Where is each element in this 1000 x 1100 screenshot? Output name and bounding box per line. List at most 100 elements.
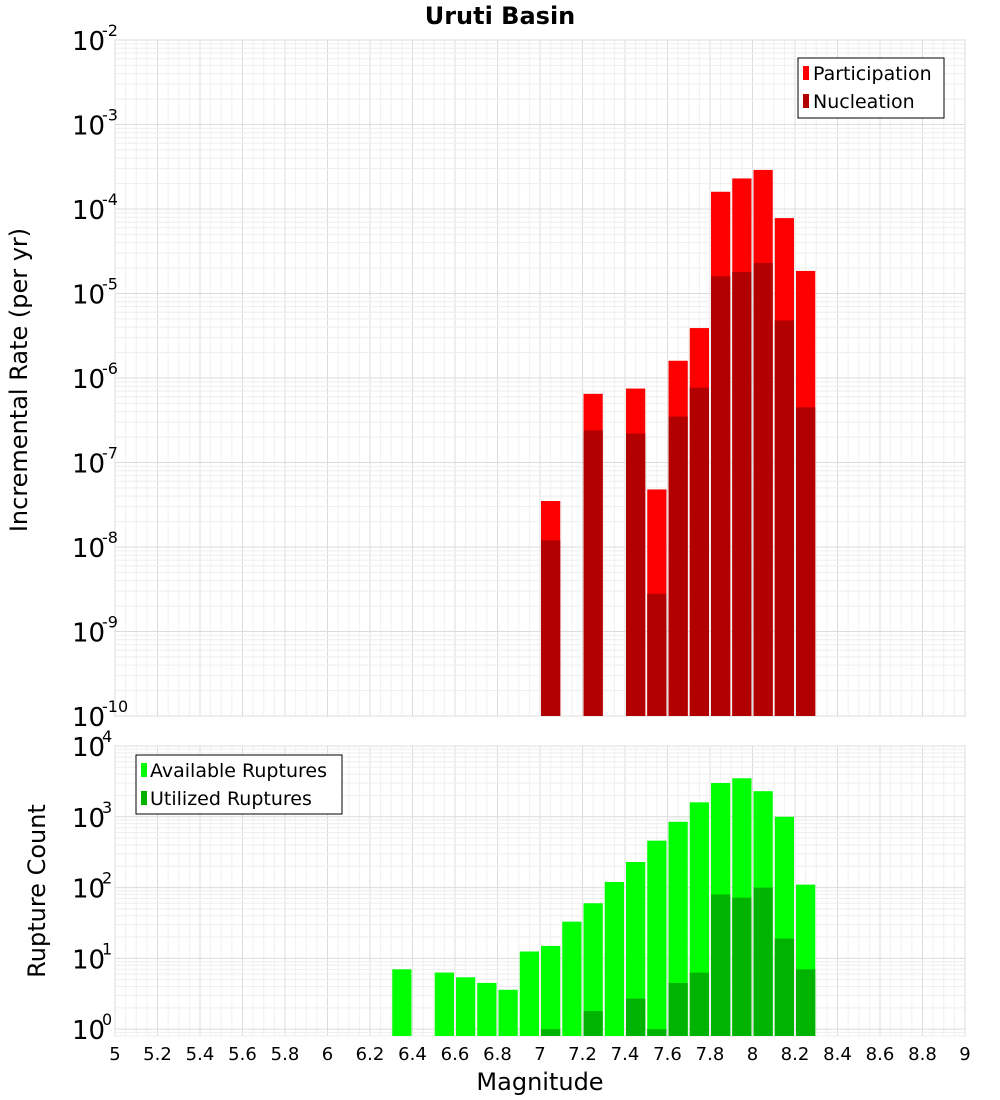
x-tick-label: 5.8 <box>271 1044 300 1065</box>
bottom-y-tick-label: 104 <box>72 727 112 763</box>
x-tick-label: 8.4 <box>823 1044 852 1065</box>
top-y-tick-label: 10-4 <box>72 190 118 226</box>
x-tick-label: 5.2 <box>143 1044 172 1065</box>
x-tick-label: 7.6 <box>653 1044 682 1065</box>
legend-utilized-swatch <box>141 791 147 805</box>
top-bar-series2 <box>774 320 794 716</box>
top-bars <box>541 169 816 717</box>
legend-nucleation-label: Nucleation <box>813 91 915 113</box>
x-tick-label: 8.6 <box>866 1044 895 1065</box>
x-axis-title: Magnitude <box>476 1068 603 1096</box>
top-y-tick-label: 10-2 <box>72 21 118 57</box>
top-y-tick-label: 10-5 <box>72 275 118 311</box>
bottom-bar-series2 <box>732 897 752 1036</box>
bottom-bar-series2 <box>796 969 816 1036</box>
top-bar-series2 <box>541 540 561 716</box>
bottom-bars <box>392 778 816 1036</box>
y-tick-exponent: -3 <box>102 106 118 125</box>
x-tick-label: 7.4 <box>611 1044 640 1065</box>
bottom-bar-series2 <box>689 972 709 1036</box>
bottom-y-tick-label: 100 <box>72 1010 112 1046</box>
bottom-y-axis-title: Rupture Count <box>23 804 51 978</box>
legend-participation-swatch <box>803 66 809 80</box>
bottom-bar-series2 <box>583 1011 603 1036</box>
y-tick-exponent: -7 <box>102 444 118 463</box>
y-tick-base: 10 <box>72 619 105 649</box>
x-tick-label: 8.8 <box>908 1044 937 1065</box>
y-tick-base: 10 <box>72 804 105 834</box>
top-bar-series2 <box>626 433 646 716</box>
y-tick-base: 10 <box>72 450 105 480</box>
top-legend: Participation Nucleation <box>797 57 945 119</box>
x-tick-label: 6.6 <box>441 1044 470 1065</box>
y-tick-exponent: 2 <box>102 869 112 888</box>
bottom-bar-series2 <box>711 894 731 1036</box>
y-tick-base: 10 <box>72 112 105 142</box>
bottom-bar-series2 <box>626 998 646 1036</box>
chart-title: Uruti Basin <box>425 2 576 30</box>
bottom-bar-series1 <box>583 903 603 1036</box>
y-tick-exponent: -4 <box>102 190 118 209</box>
bottom-bar-series2 <box>668 982 688 1036</box>
bottom-bar-series2 <box>647 1029 667 1036</box>
legend-available-swatch <box>141 763 147 777</box>
top-bar-series2 <box>689 387 709 716</box>
top-y-tick-label: 10-7 <box>72 444 118 480</box>
bottom-bar-series1 <box>668 821 688 1036</box>
top-bar-series2 <box>647 593 667 716</box>
x-tick-label: 7.8 <box>696 1044 725 1065</box>
x-tick-label: 5 <box>109 1044 120 1065</box>
x-tick-label: 7 <box>534 1044 545 1065</box>
y-tick-exponent: 3 <box>102 798 112 817</box>
bottom-legend-box <box>135 754 343 815</box>
bottom-bar-series1 <box>498 989 518 1036</box>
bottom-bar-series1 <box>477 982 497 1036</box>
x-tick-label: 8 <box>747 1044 758 1065</box>
y-tick-exponent: 1 <box>102 939 112 958</box>
x-ticks: 5 5.2 5.4 5.6 5.8 6 6.2 6.4 6.6 6.8 7 7.2 7.4 7.6 7.8 8… <box>109 1044 970 1065</box>
bottom-bar-series1 <box>392 969 412 1036</box>
top-bar-series2 <box>732 271 752 716</box>
bottom-bar-series1 <box>604 881 624 1036</box>
bottom-bar-series1 <box>647 840 667 1036</box>
x-tick-label: 5.4 <box>186 1044 215 1065</box>
top-y-tick-label: 10-9 <box>72 613 118 649</box>
bottom-bar-series1 <box>626 861 646 1036</box>
bottom-bar-series1 <box>456 977 476 1036</box>
legend-available-label: Available Ruptures <box>150 760 327 782</box>
top-y-tick-label: 10-10 <box>72 697 128 733</box>
x-tick-label: 5.6 <box>228 1044 257 1065</box>
y-tick-exponent: 0 <box>102 1010 112 1029</box>
x-tick-label: 9 <box>959 1044 970 1065</box>
y-tick-base: 10 <box>72 875 105 905</box>
y-tick-base: 10 <box>72 733 105 763</box>
bottom-y-tick-label: 101 <box>72 939 112 975</box>
x-tick-label: 6.8 <box>483 1044 512 1065</box>
x-tick-label: 6.2 <box>356 1044 385 1065</box>
top-bar-series2 <box>711 276 731 716</box>
y-tick-exponent: -5 <box>102 275 118 294</box>
bottom-bar-series2 <box>753 887 773 1036</box>
bottom-bar-series1 <box>434 972 454 1036</box>
y-tick-base: 10 <box>72 281 105 311</box>
y-tick-base: 10 <box>72 1016 105 1046</box>
y-tick-base: 10 <box>72 534 105 564</box>
y-tick-exponent: -9 <box>102 613 118 632</box>
top-y-tick-label: 10-3 <box>72 106 118 142</box>
y-tick-exponent: -2 <box>102 21 118 40</box>
y-tick-exponent: -6 <box>102 359 118 378</box>
top-y-tick-label: 10-8 <box>72 528 118 564</box>
top-y-axis-title: Incremental Rate (per yr) <box>5 228 33 532</box>
bottom-legend: Available Ruptures Utilized Ruptures <box>135 754 343 815</box>
y-tick-base: 10 <box>72 365 105 395</box>
y-tick-base: 10 <box>72 196 105 226</box>
bottom-bar-series2 <box>541 1029 561 1036</box>
legend-participation-label: Participation <box>813 63 932 85</box>
y-tick-base: 10 <box>72 945 105 975</box>
y-tick-base: 10 <box>72 27 105 57</box>
legend-nucleation-swatch <box>803 94 809 108</box>
